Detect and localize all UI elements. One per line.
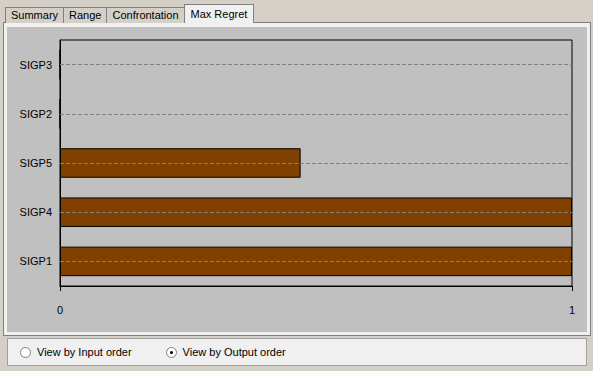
svg-text:1: 1 <box>569 304 575 316</box>
svg-text:SIGP1: SIGP1 <box>20 255 52 267</box>
svg-text:0: 0 <box>57 304 63 316</box>
svg-text:SIGP2: SIGP2 <box>20 108 52 120</box>
html-text:Max Regret: Max Regret <box>190 8 248 20</box>
svg-text:SIGP3: SIGP3 <box>20 59 52 71</box>
html-text:View by Input order: View by Input order <box>37 346 132 358</box>
html-text:View by Output order: View by Output order <box>182 346 286 358</box>
svg-text:SIGP5: SIGP5 <box>20 157 52 169</box>
html-text:Confrontation: Confrontation <box>112 9 179 21</box>
svg-text:SIGP4: SIGP4 <box>20 206 52 218</box>
html-text:Range: Range <box>69 9 102 21</box>
html-text:Summary: Summary <box>11 9 59 21</box>
